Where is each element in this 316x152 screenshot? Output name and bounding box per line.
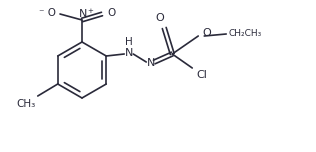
- Text: CH₂CH₃: CH₂CH₃: [228, 29, 262, 38]
- Text: H: H: [125, 37, 133, 47]
- Text: O: O: [107, 8, 115, 18]
- Text: CH₃: CH₃: [16, 99, 36, 109]
- Text: N: N: [147, 58, 155, 68]
- Text: N: N: [79, 9, 87, 19]
- Text: +: +: [87, 8, 93, 14]
- Text: N: N: [125, 48, 133, 58]
- Text: ⁻ O: ⁻ O: [39, 8, 56, 18]
- Text: O: O: [156, 13, 165, 23]
- Text: O: O: [202, 28, 211, 38]
- Text: Cl: Cl: [196, 70, 207, 80]
